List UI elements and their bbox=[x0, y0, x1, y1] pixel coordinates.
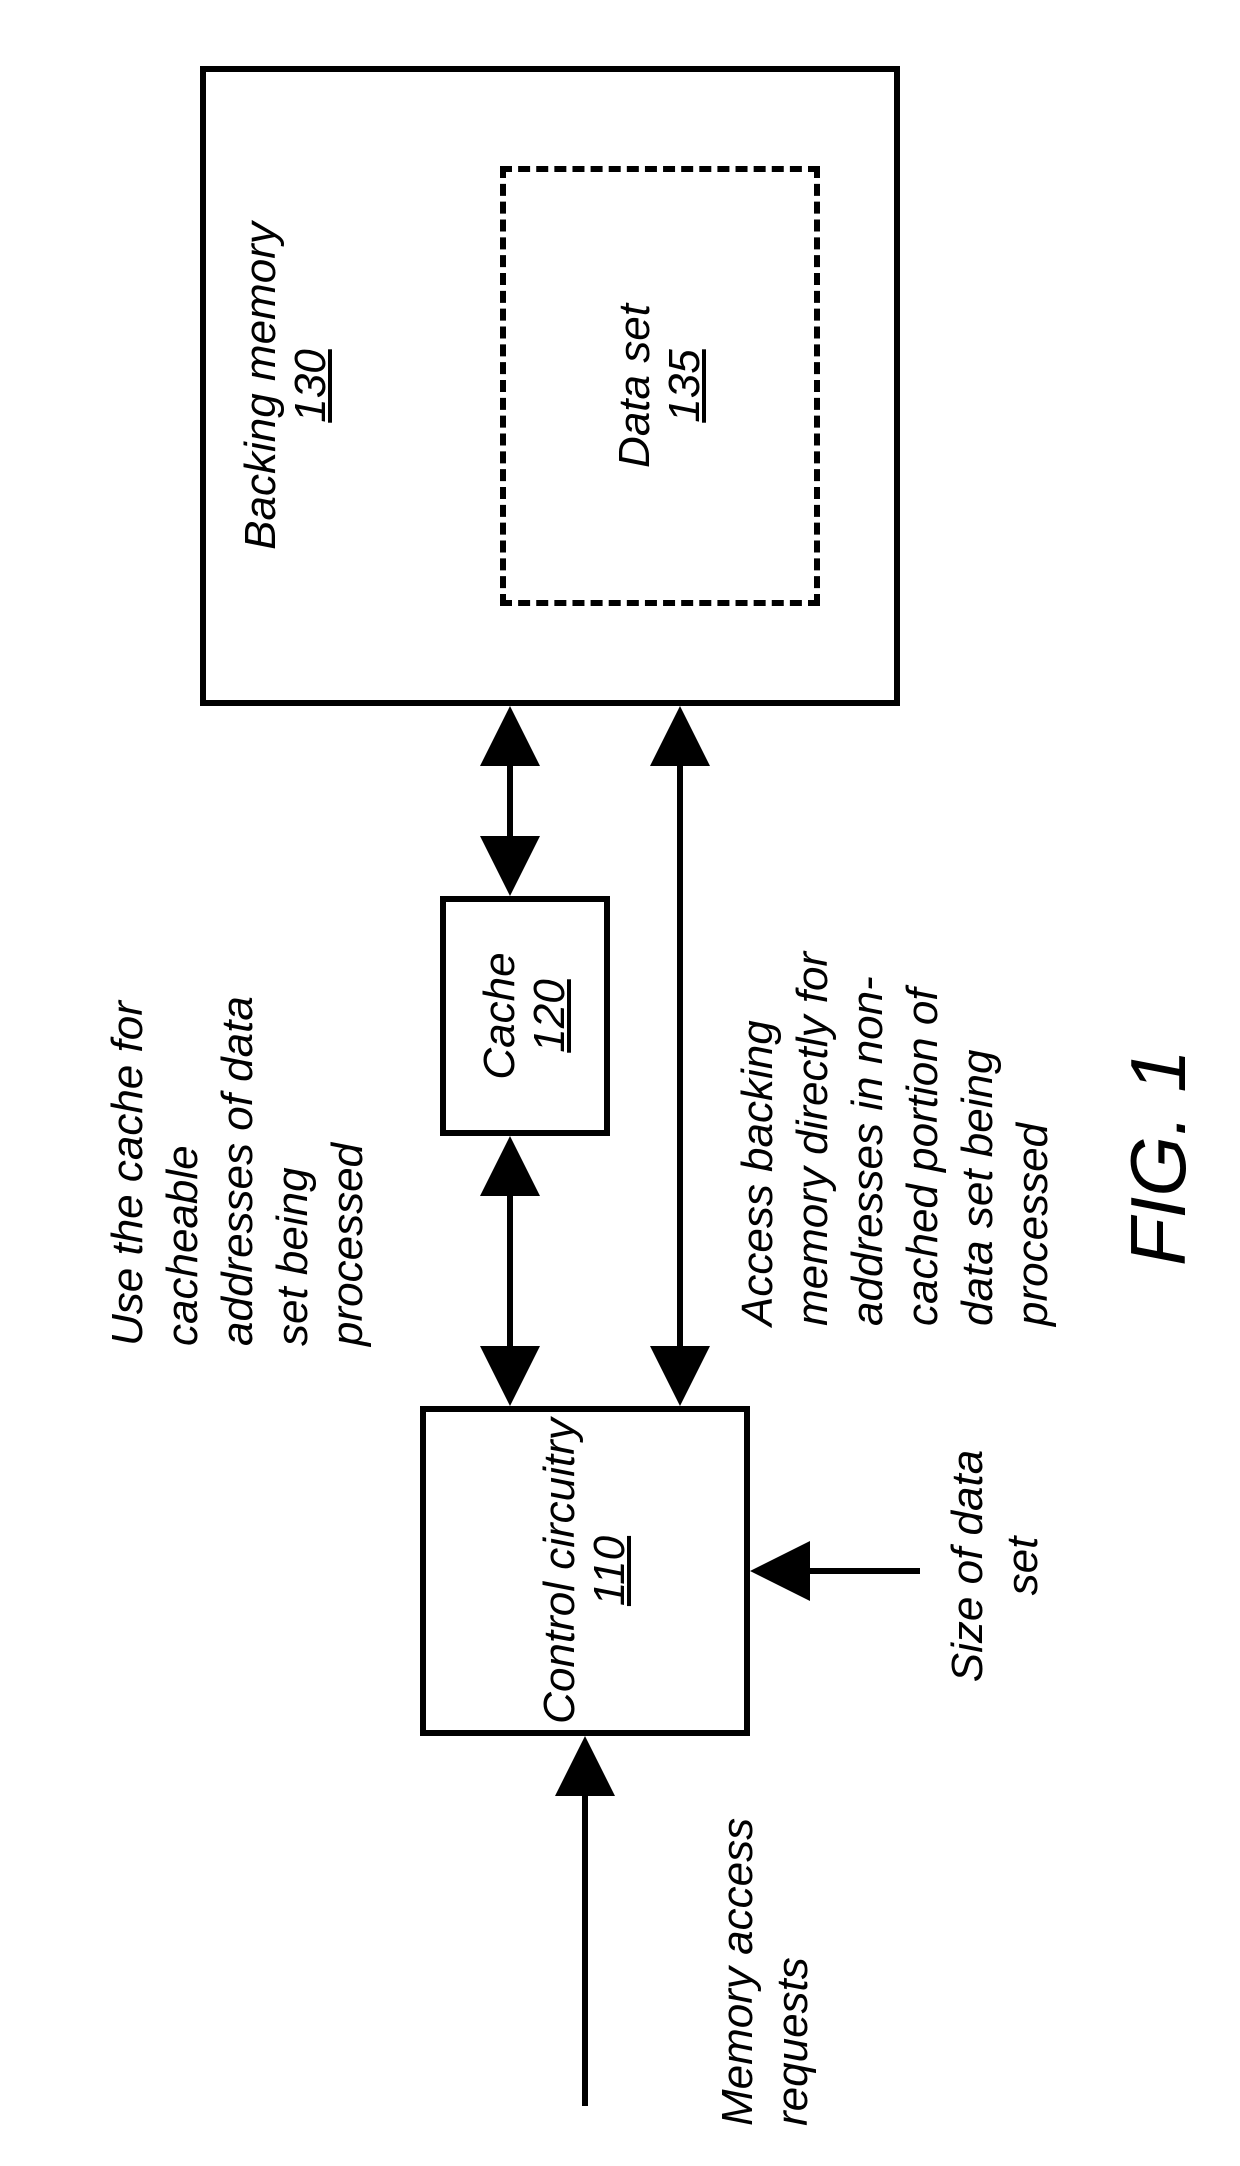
data-set-box: Data set 135 bbox=[500, 166, 820, 606]
memory-access-requests-label: Memory access requests bbox=[710, 1818, 820, 2126]
uc-l2: addresses of data bbox=[210, 926, 265, 1346]
size-ds-l1: Size of data bbox=[940, 1436, 995, 1696]
rotated-stage: Control circuitry 110 Cache 120 Backing … bbox=[0, 0, 1240, 2166]
backing-title: Backing memory bbox=[236, 222, 286, 550]
cache-num: 120 bbox=[525, 979, 575, 1052]
control-num: 110 bbox=[585, 1536, 635, 1606]
size-ds-l2: set bbox=[995, 1436, 1050, 1696]
backing-num: 130 bbox=[286, 349, 336, 422]
size-of-data-set-label: Size of data set bbox=[940, 1436, 1050, 1696]
bp-l4: data set being bbox=[950, 866, 1005, 1326]
cache-box: Cache 120 bbox=[440, 896, 610, 1136]
uc-l3: set being bbox=[265, 926, 320, 1346]
figure-canvas: Control circuitry 110 Cache 120 Backing … bbox=[0, 0, 1240, 2166]
bp-l2: addresses in non- bbox=[840, 866, 895, 1326]
mem-req-l1: Memory access bbox=[710, 1818, 765, 2126]
bp-l1: memory directly for bbox=[785, 866, 840, 1326]
figure-label: FIG. 1 bbox=[1110, 1049, 1208, 1266]
mem-req-l2: requests bbox=[765, 1818, 820, 2126]
control-title: Control circuitry bbox=[535, 1418, 585, 1724]
bypass-cache-label: Access backing memory directly for addre… bbox=[730, 866, 1060, 1326]
dataset-num: 135 bbox=[660, 349, 710, 422]
control-circuitry-box: Control circuitry 110 bbox=[420, 1406, 750, 1736]
bp-l0: Access backing bbox=[730, 866, 785, 1326]
use-cache-label: Use the cache for cacheable addresses of… bbox=[100, 926, 375, 1346]
bp-l5: processed bbox=[1005, 866, 1060, 1326]
uc-l1: cacheable bbox=[155, 926, 210, 1346]
uc-l0: Use the cache for bbox=[100, 926, 155, 1346]
cache-title: Cache bbox=[475, 952, 525, 1079]
uc-l4: processed bbox=[320, 926, 375, 1346]
bp-l3: cached portion of bbox=[895, 866, 950, 1326]
dataset-title: Data set bbox=[610, 304, 660, 468]
